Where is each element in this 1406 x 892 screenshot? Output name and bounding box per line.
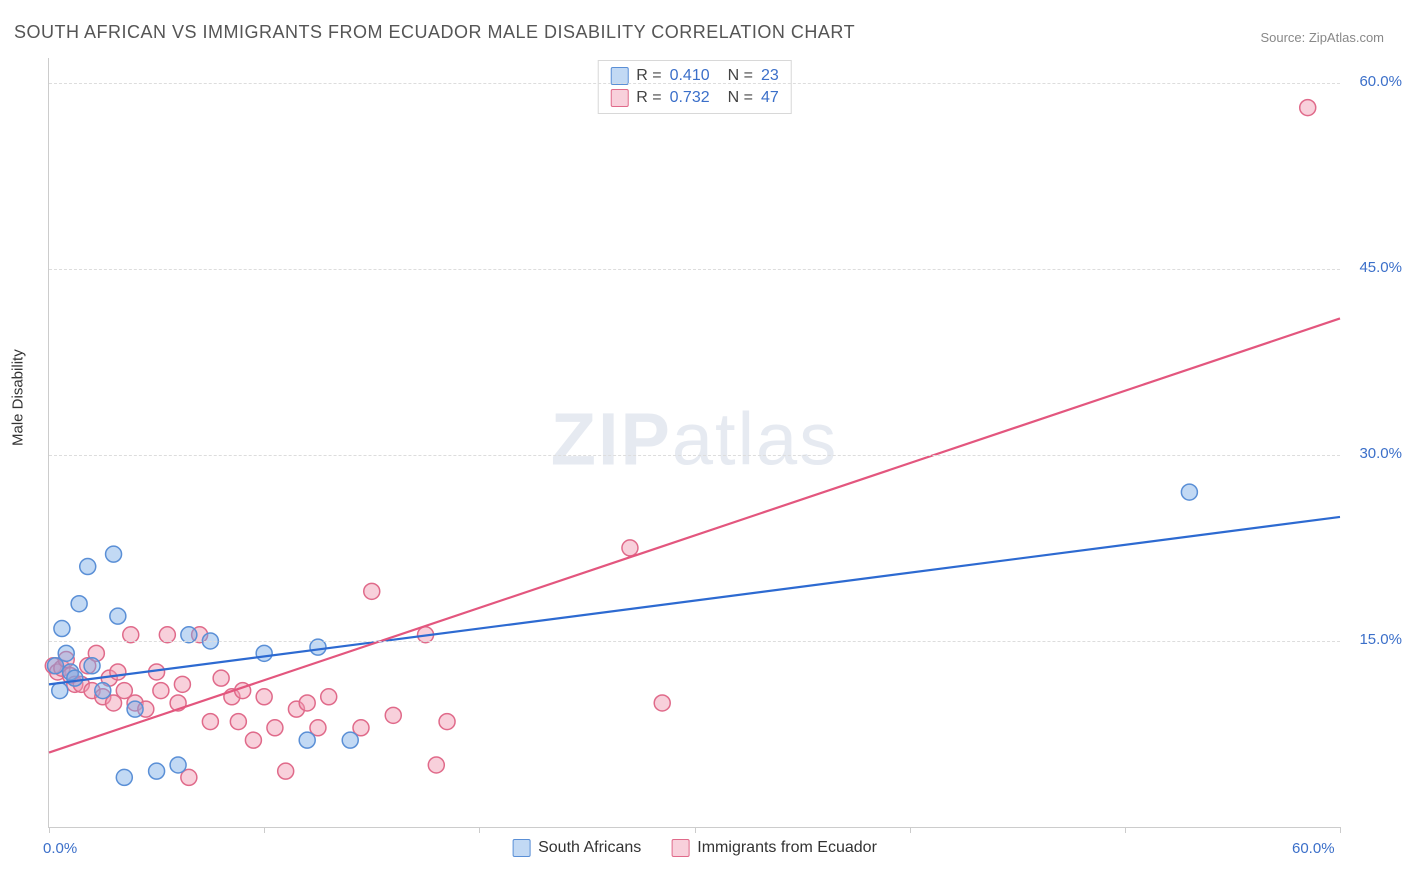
plot-area: ZIPatlas R = 0.410 N = 23 R = 0.732 N = … xyxy=(48,58,1340,828)
legend-item-1: Immigrants from Ecuador xyxy=(671,839,877,857)
data-point xyxy=(428,757,444,773)
data-point xyxy=(174,676,190,692)
legend-series: South Africans Immigrants from Ecuador xyxy=(512,839,877,857)
data-point xyxy=(58,645,74,661)
legend-swatch-bottom-1 xyxy=(671,839,689,857)
data-point xyxy=(385,707,401,723)
x-tick xyxy=(695,827,696,833)
data-point xyxy=(256,645,272,661)
legend-swatch-bottom-0 xyxy=(512,839,530,857)
trend-line xyxy=(49,517,1340,684)
data-point xyxy=(299,695,315,711)
x-tick xyxy=(1340,827,1341,833)
legend-label-1: Immigrants from Ecuador xyxy=(697,839,877,857)
data-point xyxy=(52,683,68,699)
data-point xyxy=(299,732,315,748)
data-point xyxy=(321,689,337,705)
data-point xyxy=(364,583,380,599)
x-tick xyxy=(49,827,50,833)
data-point xyxy=(71,596,87,612)
data-point xyxy=(213,670,229,686)
y-tick-label: 30.0% xyxy=(1359,445,1402,462)
x-tick xyxy=(910,827,911,833)
legend-item-0: South Africans xyxy=(512,839,641,857)
data-point xyxy=(202,714,218,730)
trend-line xyxy=(49,318,1340,752)
data-point xyxy=(256,689,272,705)
x-tick xyxy=(264,827,265,833)
data-point xyxy=(95,683,111,699)
chart-svg xyxy=(49,58,1340,827)
x-tick xyxy=(1125,827,1126,833)
data-point xyxy=(1300,100,1316,116)
data-point xyxy=(153,683,169,699)
data-point xyxy=(245,732,261,748)
data-point xyxy=(342,732,358,748)
data-point xyxy=(84,658,100,674)
chart-title: SOUTH AFRICAN VS IMMIGRANTS FROM ECUADOR… xyxy=(14,22,855,43)
y-tick-label: 60.0% xyxy=(1359,73,1402,90)
data-point xyxy=(1181,484,1197,500)
data-point xyxy=(278,763,294,779)
legend-label-0: South Africans xyxy=(538,839,641,857)
x-tick-label: 0.0% xyxy=(43,840,77,857)
source-attribution: Source: ZipAtlas.com xyxy=(1260,30,1384,45)
x-tick-label: 60.0% xyxy=(1292,840,1335,857)
data-point xyxy=(267,720,283,736)
data-point xyxy=(80,559,96,575)
y-tick-label: 15.0% xyxy=(1359,631,1402,648)
gridline-h xyxy=(49,641,1340,642)
data-point xyxy=(67,670,83,686)
y-tick-label: 45.0% xyxy=(1359,259,1402,276)
data-point xyxy=(54,621,70,637)
data-point xyxy=(622,540,638,556)
data-point xyxy=(439,714,455,730)
x-tick xyxy=(479,827,480,833)
gridline-h xyxy=(49,83,1340,84)
data-point xyxy=(110,664,126,680)
y-axis-label: Male Disability xyxy=(10,349,27,446)
data-point xyxy=(230,714,246,730)
data-point xyxy=(110,608,126,624)
data-point xyxy=(106,546,122,562)
data-point xyxy=(127,701,143,717)
gridline-h xyxy=(49,269,1340,270)
data-point xyxy=(149,763,165,779)
data-point xyxy=(170,757,186,773)
data-point xyxy=(116,769,132,785)
gridline-h xyxy=(49,455,1340,456)
data-point xyxy=(654,695,670,711)
